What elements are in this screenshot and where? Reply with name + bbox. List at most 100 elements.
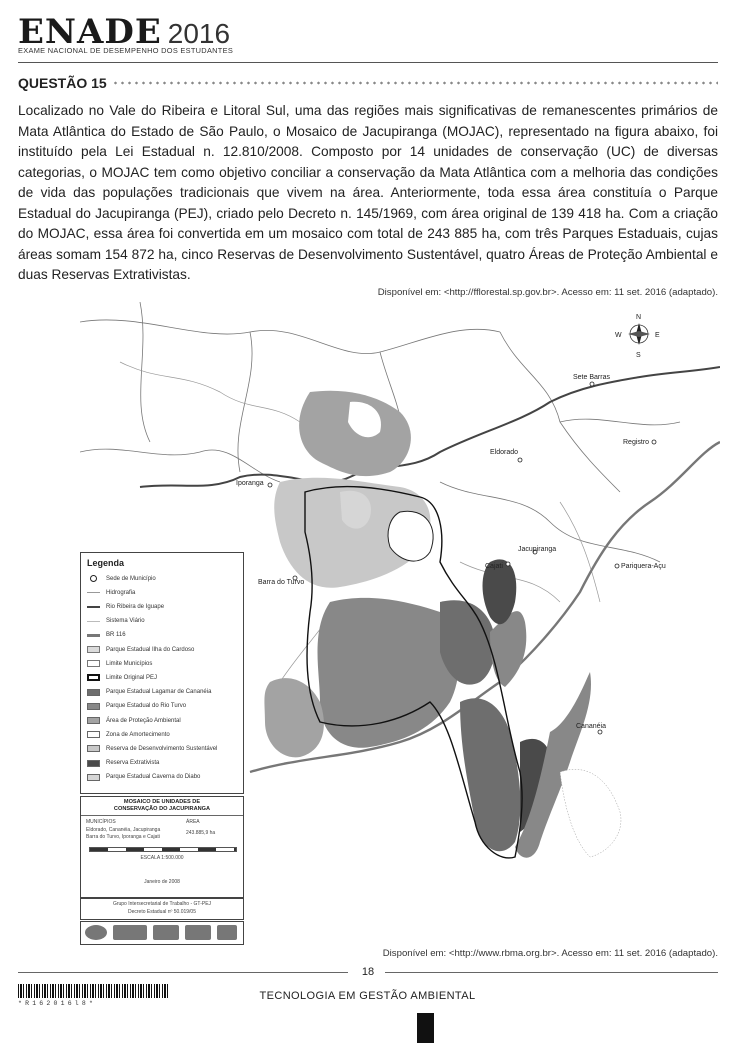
legend-swatch xyxy=(87,592,100,594)
legend-label: Zona de Amortecimento xyxy=(106,731,170,738)
legend-swatch xyxy=(87,633,100,637)
br-116-road xyxy=(249,440,720,774)
info-title-line1: MOSAICO DE UNIDADES DE xyxy=(123,799,201,805)
legend-label: Limite Municípios xyxy=(106,660,153,667)
legend-item: Limite Original PEJ xyxy=(87,672,157,683)
place-eldorado: Eldorado xyxy=(490,449,518,456)
place-cananeia: Cananéia xyxy=(576,723,606,730)
institution-logos xyxy=(80,921,244,945)
info-title: MOSAICO DE UNIDADES DE CONSERVAÇÃO DO JA… xyxy=(81,799,243,816)
dotted-rule xyxy=(112,81,718,85)
registration-mark xyxy=(417,1013,434,1043)
ribeira-river xyxy=(139,366,720,488)
legend-item: Parque Estadual Caverna do Diabo xyxy=(87,772,200,783)
place-pariquera-acu: Pariquera-Açu xyxy=(621,563,666,570)
logo-institution-b-icon xyxy=(153,925,179,940)
place-cajati: Cajati xyxy=(485,563,503,570)
legend-swatch xyxy=(87,620,100,622)
place-registro: Registro xyxy=(623,439,649,446)
legend-item: Hidrografia xyxy=(87,587,135,598)
legend-item: Parque Estadual Lagamar de Cananéia xyxy=(87,687,211,698)
logo-main-text: ENADE xyxy=(18,12,162,52)
logo-institution-a-icon xyxy=(113,925,147,940)
legend-swatch xyxy=(87,759,100,767)
legend-swatch xyxy=(87,646,100,653)
legend-swatch xyxy=(87,745,100,753)
legend-swatch xyxy=(87,660,100,668)
source-citation: Disponível em: <http://fflorestal.sp.gov… xyxy=(377,287,718,298)
legend-label: BR 116 xyxy=(106,632,126,639)
info-col-area: ÁREA xyxy=(186,819,200,825)
legend-label: Sistema Viário xyxy=(106,618,145,625)
question-text: Localizado no Vale do Ribeira e Litoral … xyxy=(18,103,718,282)
legend-swatch xyxy=(87,605,100,608)
logo-year: 2016 xyxy=(167,18,231,49)
north-arrow-icon xyxy=(628,323,650,345)
municipal-boundaries xyxy=(80,302,681,563)
enade-logo: ENADE 2016 xyxy=(18,12,230,52)
legend-item: Sistema Viário xyxy=(87,616,145,627)
map-legend: Legenda Sede de Município Hidrografia Rio … xyxy=(80,552,244,794)
municipality-seats xyxy=(267,381,657,735)
legend-item: Reserva Extrativista xyxy=(87,758,159,769)
legend-item: Sede de Município xyxy=(87,573,156,584)
legend-swatch xyxy=(90,575,97,582)
compass-s-label: S xyxy=(636,352,641,359)
scale-bar xyxy=(89,847,237,852)
legend-swatch xyxy=(87,731,100,739)
place-jacupiranga: Jacupiranga xyxy=(518,546,556,553)
legend-item: Parque Estadual do Rio Turvo xyxy=(87,701,186,712)
map-source-citation: Disponível em: <http://www.rbma.org.br>.… xyxy=(382,948,718,959)
legend-item: Zona de Amortecimento xyxy=(87,729,170,740)
conservation-areas xyxy=(264,390,622,858)
compass-w-label: W xyxy=(615,332,622,339)
barcode-icon xyxy=(18,984,168,998)
map-group-box: Grupo Intersecretarial de Trabalho - GT-… xyxy=(80,898,244,920)
info-col-municipios: MUNICÍPIOS xyxy=(86,819,116,825)
logo-seal-icon xyxy=(85,925,107,940)
info-date: Janeiro de 2008 xyxy=(144,879,180,885)
legend-item: Reserva de Desenvolvimento Sustentável xyxy=(87,743,217,754)
legend-label: Limite Original PEJ xyxy=(106,674,158,681)
legend-label: Rio Ribeira de Iguape xyxy=(106,603,165,610)
legend-item: Parque Estadual Ilha do Cardoso xyxy=(87,644,194,655)
place-iporanga: Iporanga xyxy=(236,480,264,487)
legend-label: Parque Estadual do Rio Turvo xyxy=(106,703,187,710)
page-number: 18 xyxy=(361,966,375,978)
header-divider xyxy=(18,62,718,63)
legend-swatch xyxy=(87,773,100,781)
legend-item: Área de Proteção Ambiental xyxy=(87,715,181,726)
info-scale: ESCALA 1:500.000 xyxy=(140,855,184,861)
map-info-box: MOSAICO DE UNIDADES DE CONSERVAÇÃO DO JA… xyxy=(80,796,244,898)
legend-label: Área de Proteção Ambiental xyxy=(106,717,181,724)
exam-subtitle: EXAME NACIONAL DE DESEMPENHO DOS ESTUDAN… xyxy=(18,46,234,55)
legend-label: Reserva Extrativista xyxy=(106,760,160,767)
legend-swatch xyxy=(87,688,100,696)
footer-rule-right xyxy=(385,972,718,973)
legend-title: Legenda xyxy=(87,558,125,568)
place-sete-barras: Sete Barras xyxy=(573,374,610,381)
legend-label: Reserva de Desenvolvimento Sustentável xyxy=(106,745,218,752)
logo-state-icon xyxy=(217,925,237,940)
question-title: QUESTÃO 15 xyxy=(18,75,107,91)
legend-label: Parque Estadual Caverna do Diabo xyxy=(106,774,201,781)
group-line1: Grupo Intersecretarial de Trabalho - GT-… xyxy=(112,901,212,907)
legend-label: Hidrografia xyxy=(106,589,136,596)
map-graphic: N S W E Sete Barras Eldorado Registro Ip… xyxy=(80,302,720,859)
logo-institution-c-icon xyxy=(185,925,211,940)
legend-item: Limite Municípios xyxy=(87,658,152,669)
legend-item: Rio Ribeira de Iguape xyxy=(87,601,164,612)
legend-label: Parque Estadual Lagamar de Cananéia xyxy=(106,689,212,696)
original-pej-boundary xyxy=(304,485,523,859)
legend-item: BR 116 xyxy=(87,630,126,641)
info-row1: Eldorado, Cananéia, Jacupiranga xyxy=(86,827,161,833)
compass-n-label: N xyxy=(636,314,641,321)
group-line2: Decreto Estadual nº 50.019/05 xyxy=(128,909,196,915)
course-name: TECNOLOGIA EM GESTÃO AMBIENTAL xyxy=(259,990,476,1002)
legend-swatch xyxy=(87,702,100,710)
legend-swatch xyxy=(87,674,100,682)
info-area-value: 243.885,9 ha xyxy=(186,830,216,836)
legend-swatch xyxy=(87,717,100,724)
compass-e-label: E xyxy=(655,332,660,339)
mosaic-map: N S W E Sete Barras Eldorado Registro Ip… xyxy=(80,302,720,942)
